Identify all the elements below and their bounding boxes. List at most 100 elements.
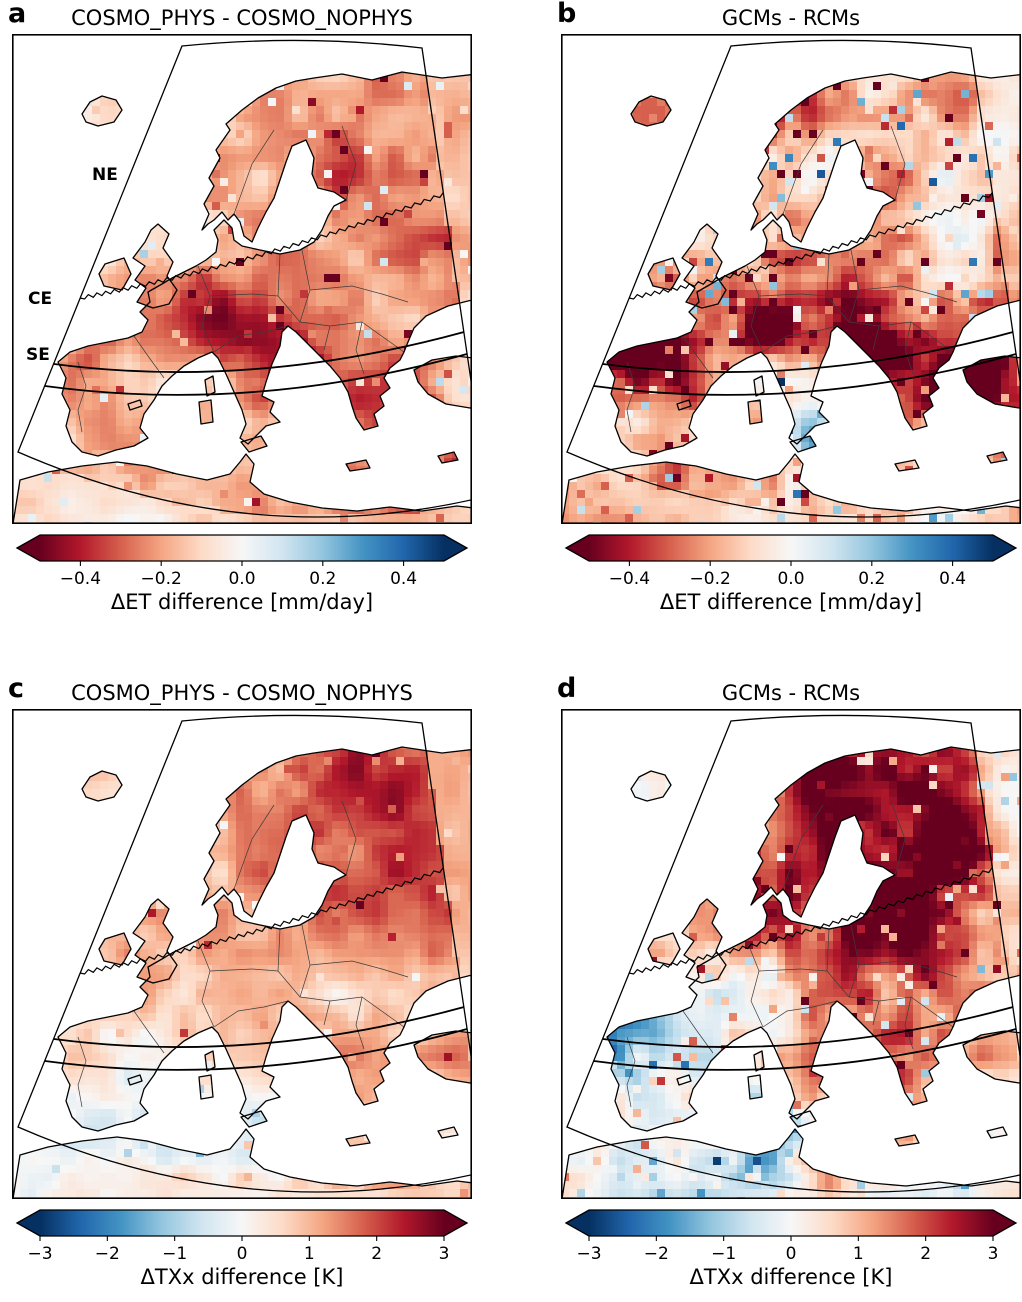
- map-frame: [12, 34, 472, 524]
- map-svg-c: [12, 709, 472, 1199]
- colorbar-left-arrow: [566, 1210, 589, 1236]
- colorbar-tick-label: −1: [711, 1244, 736, 1264]
- colorbar-d: −3 −2 −1 0 1 2 3: [561, 1207, 1021, 1265]
- panel-a: a COSMO_PHYS - COSMO_NOPHYS NE CE SE −0.4−…: [0, 0, 511, 651]
- colorbar-tick-label: 2: [920, 1244, 931, 1264]
- se-south-boundary: [44, 353, 468, 396]
- colorbar-left-arrow: [17, 535, 40, 561]
- map-a: NE CE SE: [12, 34, 472, 524]
- panel-header-d: d GCMs - RCMs: [557, 673, 1021, 709]
- colorbar-tick-label: 0: [237, 1244, 248, 1264]
- colorbar-left-arrow: [17, 1210, 40, 1236]
- colorbar-label-d: ΔTXx difference [K]: [689, 1265, 893, 1289]
- colorbar-outline: [15, 534, 469, 562]
- region-label-SE: SE: [26, 345, 50, 365]
- panel-title-a: COSMO_PHYS - COSMO_NOPHYS: [71, 6, 413, 30]
- country-borders: [77, 800, 409, 1108]
- colorbar-svg-b: −0.4 −0.2 0.0 0.2 0.4: [564, 534, 1018, 589]
- colorbar-tick-label: −0.4: [60, 569, 101, 589]
- map-svg-b: [561, 34, 1021, 524]
- map-b: [561, 34, 1021, 524]
- colorbar-gradient: [40, 1210, 444, 1236]
- colorbar-left-arrow: [566, 535, 589, 561]
- panel-title-d: GCMs - RCMs: [721, 681, 861, 705]
- colorbar-label-b: ΔET difference [mm/day]: [659, 590, 923, 614]
- panel-letter-d: d: [557, 673, 577, 704]
- ce-se-boundary: [602, 1006, 1014, 1048]
- domain-outline: [566, 714, 1021, 1193]
- colorbar-tick-label: −0.4: [609, 569, 650, 589]
- ne-ce-boundary: [79, 866, 444, 975]
- colorbar-tick-label: −2: [644, 1244, 669, 1264]
- colorbar-right-arrow: [993, 535, 1016, 561]
- colorbar-svg-c: −3 −2 −1 0 1 2 3: [15, 1209, 469, 1264]
- panel-header-b: b GCMs - RCMs: [557, 0, 1021, 34]
- map-d: [561, 709, 1021, 1199]
- panel-title-b: GCMs - RCMs: [721, 6, 861, 30]
- colorbar-svg-d: −3 −2 −1 0 1 2 3: [564, 1209, 1018, 1264]
- colorbar-label-c: ΔTXx difference [K]: [140, 1265, 344, 1289]
- colorbar-gradient: [589, 535, 993, 561]
- map-svg-d: [561, 709, 1021, 1199]
- panel-d: d GCMs - RCMs −3 −2 −1 0 1 2 3 ΔTXx difference…: [511, 651, 1022, 1302]
- colorbar-tick-label: 0.2: [309, 569, 336, 589]
- region-label-NE: NE: [92, 165, 118, 185]
- panel-letter-c: c: [8, 673, 25, 704]
- colorbar-tick-label: 0.4: [390, 569, 417, 589]
- colorbar-right-arrow: [993, 1210, 1016, 1236]
- domain-outline: [17, 39, 472, 518]
- map-frame: [12, 709, 472, 1199]
- map-frame: [561, 34, 1021, 524]
- se-south-boundary: [44, 1028, 468, 1071]
- panel-header-a: a COSMO_PHYS - COSMO_NOPHYS: [8, 0, 472, 34]
- colorbar-gradient: [589, 1210, 993, 1236]
- colorbar-svg-a: −0.4 −0.2 0.0 0.2 0.4: [15, 534, 469, 589]
- panel-title-c: COSMO_PHYS - COSMO_NOPHYS: [71, 681, 413, 705]
- colorbar-right-arrow: [444, 1210, 467, 1236]
- se-south-boundary: [593, 1028, 1017, 1071]
- colorbar-label-a: ΔET difference [mm/day]: [110, 590, 374, 614]
- colorbar-tick-label: 1: [853, 1244, 864, 1264]
- colorbar-tick-label: −0.2: [690, 569, 731, 589]
- colorbar-tick-label: −3: [576, 1244, 601, 1264]
- country-borders: [626, 125, 958, 433]
- colorbar-tick-label: −1: [162, 1244, 187, 1264]
- colorbar-tick-label: 3: [988, 1244, 999, 1264]
- colorbar-tick-label: 2: [371, 1244, 382, 1264]
- country-borders: [77, 125, 409, 433]
- colorbar-outline: [564, 534, 1018, 562]
- colorbar-tick-label: −0.2: [141, 569, 182, 589]
- colorbar-tick-label: −3: [27, 1244, 52, 1264]
- panel-letter-b: b: [557, 0, 577, 29]
- country-borders: [626, 800, 958, 1108]
- colorbar-b: −0.4 −0.2 0.0 0.2 0.4: [561, 532, 1021, 590]
- map-c: [12, 709, 472, 1199]
- region-label-CE: CE: [28, 289, 52, 309]
- domain-outline: [566, 39, 1021, 518]
- colorbar-gradient: [40, 535, 444, 561]
- colorbar-right-arrow: [444, 535, 467, 561]
- panel-c: c COSMO_PHYS - COSMO_NOPHYS −3 −2 −1 0 1 2 3 Δ…: [0, 651, 511, 1302]
- ne-ce-boundary: [79, 191, 444, 300]
- colorbar-tick-label: 0.4: [939, 569, 966, 589]
- colorbar-c: −3 −2 −1 0 1 2 3: [12, 1207, 472, 1265]
- colorbar-tick-label: 0.0: [228, 569, 255, 589]
- map-frame: [561, 709, 1021, 1199]
- colorbar-tick-label: 0.0: [777, 569, 804, 589]
- panel-b: b GCMs - RCMs −0.4 −0.2 0.0 0.2 0.4 ΔET diff…: [511, 0, 1022, 651]
- ce-se-boundary: [602, 331, 1014, 373]
- se-south-boundary: [593, 353, 1017, 396]
- domain-outline: [17, 714, 472, 1193]
- map-svg-a: NE CE SE: [12, 34, 472, 524]
- colorbar-tick-label: 1: [304, 1244, 315, 1264]
- panel-letter-a: a: [8, 0, 27, 29]
- colorbar-tick-label: 0.2: [858, 569, 885, 589]
- colorbar-a: −0.4 −0.2 0.0 0.2 0.4: [12, 532, 472, 590]
- colorbar-tick-label: 0: [786, 1244, 797, 1264]
- colorbar-tick-label: −2: [95, 1244, 120, 1264]
- colorbar-tick-label: 3: [439, 1244, 450, 1264]
- ce-se-boundary: [53, 331, 465, 373]
- ne-ce-boundary: [628, 866, 993, 975]
- panel-header-c: c COSMO_PHYS - COSMO_NOPHYS: [8, 673, 472, 709]
